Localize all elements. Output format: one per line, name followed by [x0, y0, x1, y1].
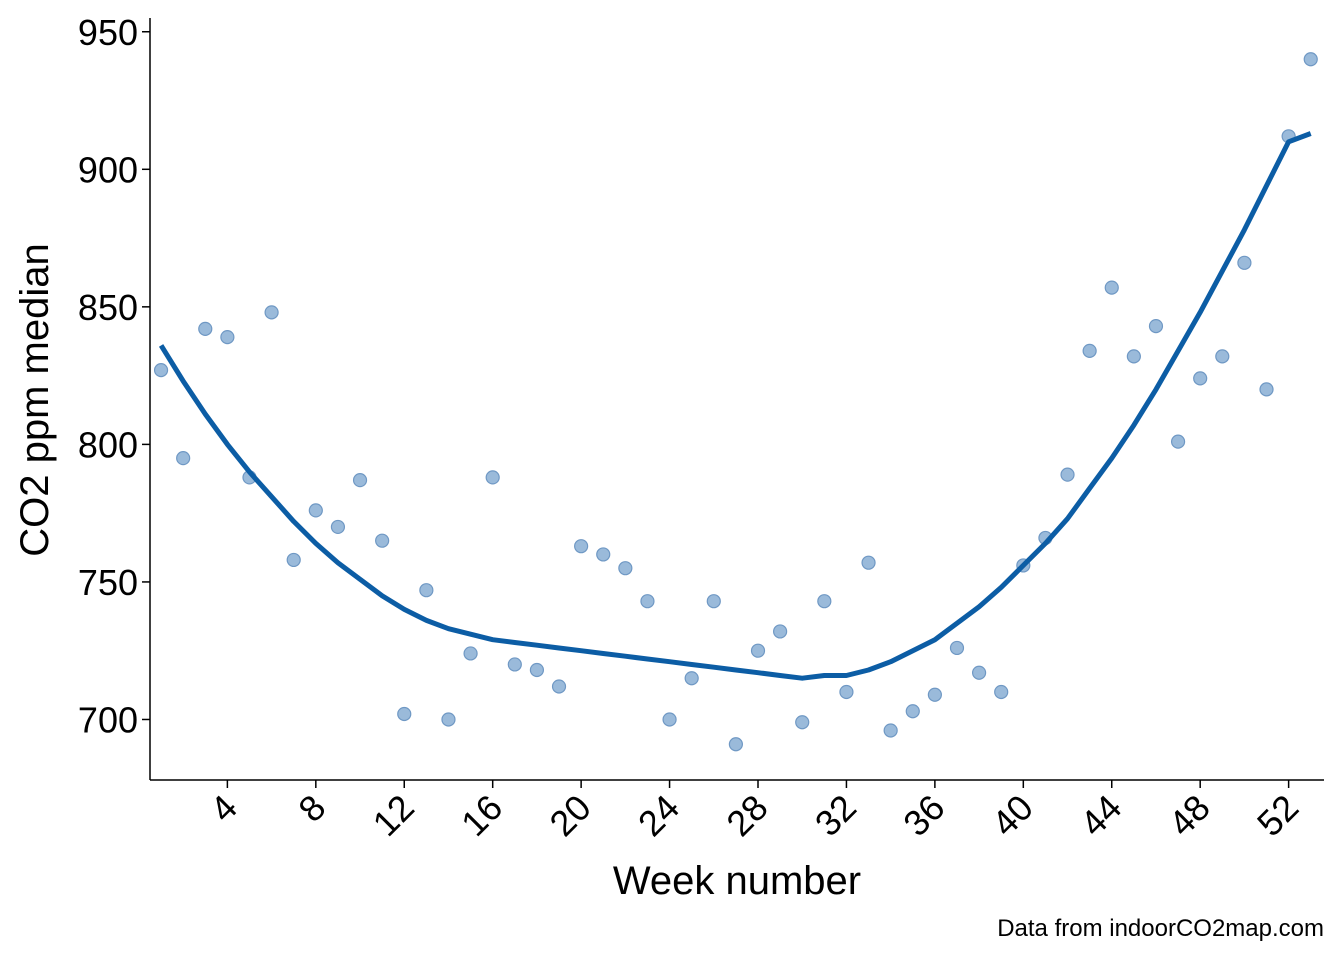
- x-tick-label: 44: [1072, 787, 1129, 844]
- data-point: [618, 561, 633, 576]
- data-point: [308, 503, 323, 518]
- data-point: [352, 473, 368, 488]
- data-point: [971, 665, 987, 680]
- data-point: [176, 451, 191, 466]
- x-tick-label: 28: [718, 787, 775, 844]
- data-point: [883, 723, 898, 738]
- data-point: [596, 547, 611, 562]
- x-tick-label: 40: [984, 787, 1041, 844]
- data-source-caption: Data from indoorCO2map.com: [997, 915, 1324, 942]
- data-point: [220, 330, 235, 345]
- data-point: [485, 470, 500, 485]
- y-tick-label: 750: [78, 562, 138, 603]
- data-point: [1126, 349, 1141, 364]
- data-point: [1193, 371, 1208, 386]
- data-point: [728, 737, 743, 752]
- x-tick-label: 36: [895, 787, 952, 844]
- x-tick-label: 16: [453, 787, 510, 844]
- x-axis-ticks: 4 8 12 16 20 24 28 32 36 40 44 48 52: [202, 780, 1306, 844]
- data-point: [574, 539, 589, 554]
- data-point: [397, 706, 412, 722]
- data-point: [1259, 382, 1274, 397]
- data-point: [839, 684, 854, 700]
- data-point: [773, 624, 788, 639]
- trend-line: [158, 131, 1312, 681]
- data-point: [551, 679, 567, 694]
- x-tick-label: 12: [365, 787, 422, 844]
- data-point: [264, 305, 279, 320]
- data-point: [1104, 280, 1119, 295]
- axes: [149, 18, 1324, 781]
- data-point: [507, 657, 522, 672]
- data-point: [1082, 343, 1097, 358]
- data-point: [927, 687, 942, 702]
- data-point: [684, 671, 699, 686]
- data-point: [1060, 467, 1075, 482]
- data-point: [640, 594, 655, 609]
- data-point: [153, 363, 169, 378]
- data-point: [905, 704, 920, 719]
- data-points: [153, 52, 1318, 752]
- x-tick-label: 48: [1161, 787, 1218, 844]
- x-tick-label: 24: [630, 787, 687, 844]
- y-tick-label: 700: [78, 699, 138, 740]
- x-tick-label: 20: [541, 787, 598, 844]
- data-point: [1148, 319, 1164, 334]
- x-tick-label: 8: [290, 787, 333, 830]
- trend-line-group: [158, 131, 1312, 681]
- data-point: [1303, 52, 1318, 67]
- y-axis-label: CO2 ppm median: [13, 243, 57, 556]
- data-point: [795, 715, 810, 730]
- data-point: [375, 533, 390, 548]
- data-point: [1237, 255, 1252, 270]
- data-point: [463, 646, 478, 661]
- data-point: [861, 555, 876, 570]
- data-point: [662, 712, 677, 727]
- x-tick-label: 32: [807, 787, 864, 844]
- data-point: [198, 321, 213, 336]
- data-point: [330, 519, 346, 535]
- data-point: [1215, 349, 1230, 364]
- y-tick-label: 850: [78, 287, 138, 328]
- data-point: [529, 662, 545, 678]
- data-point: [286, 552, 301, 568]
- data-point: [441, 712, 456, 727]
- data-point: [994, 684, 1009, 700]
- data-point: [706, 594, 721, 609]
- data-point: [1170, 434, 1186, 449]
- y-tick-label: 950: [78, 12, 138, 53]
- data-point: [750, 643, 766, 658]
- data-point: [419, 583, 434, 598]
- data-point: [817, 594, 832, 609]
- y-tick-label: 900: [78, 149, 138, 190]
- x-tick-label: 52: [1249, 787, 1306, 844]
- data-point: [949, 640, 965, 656]
- y-axis-ticks: 700 750 800 850 900 950: [78, 12, 150, 740]
- y-tick-label: 800: [78, 424, 138, 465]
- x-axis-label: Week number: [613, 859, 861, 903]
- x-tick-label: 4: [202, 787, 245, 830]
